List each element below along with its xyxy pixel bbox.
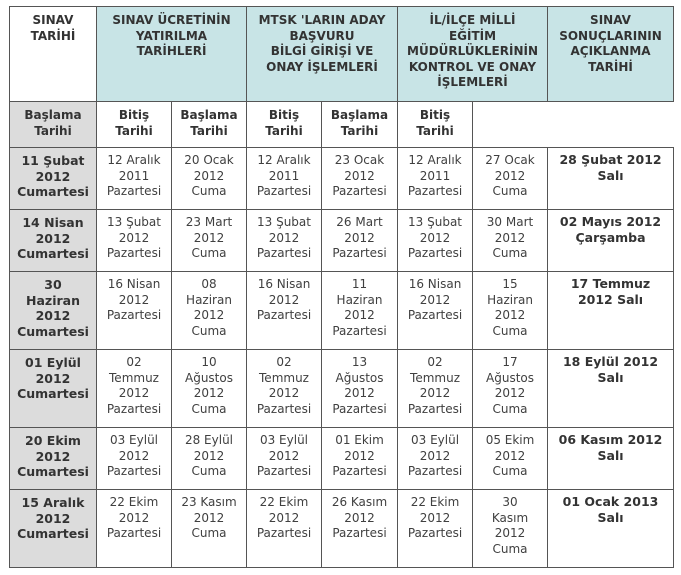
date-cell: 05 Ekim 2012 Cuma xyxy=(472,427,549,490)
date-cell: 16 Nisan 2012 Pazartesi xyxy=(96,271,172,350)
table-row: 01 Eylül 2012 Cumartesi 02 Temmuz 2012 P… xyxy=(9,349,675,428)
date-cell: 13 Şubat 2012 Pazartesi xyxy=(246,209,322,272)
date-cell: 03 Eylül 2012 Pazartesi xyxy=(96,427,172,490)
exam-date-cell: 30 Haziran 2012 Cumartesi xyxy=(9,271,97,350)
date-cell: 23 Mart 2012 Cuma xyxy=(171,209,247,272)
subheader-end: Bitiş Tarihi xyxy=(246,101,322,148)
exam-date-cell: 01 Eylül 2012 Cumartesi xyxy=(9,349,97,428)
date-cell: 28 Eylül 2012 Cuma xyxy=(171,427,247,490)
date-cell: 03 Eylül 2012 Pazartesi xyxy=(397,427,474,490)
subheader-start: Başlama Tarihi xyxy=(320,101,399,148)
table-row: 14 Nisan 2012 Cumartesi 13 Şubat 2012 Pa… xyxy=(9,209,675,272)
date-cell: 02 Temmuz 2012 Pazartesi xyxy=(397,349,474,428)
date-cell: 23 Kasım 2012 Cuma xyxy=(171,489,247,568)
header-directorate-approval: İL/İLÇE MİLLİ EĞİTİM MÜDÜRLÜKLERİNİN KON… xyxy=(397,6,549,102)
date-cell: 13 Şubat 2012 Pazartesi xyxy=(96,209,172,272)
result-date-cell: 18 Eylül 2012 Salı xyxy=(547,349,675,428)
date-cell: 30 Kasım 2012 Cuma xyxy=(472,489,549,568)
date-cell: 20 Ocak 2012 Cuma xyxy=(171,147,247,210)
exam-date-cell: 14 Nisan 2012 Cumartesi xyxy=(9,209,97,272)
table-row: 11 Şubat 2012 Cumartesi 12 Aralık 2011 P… xyxy=(9,147,675,210)
exam-date-cell: 11 Şubat 2012 Cumartesi xyxy=(9,147,97,210)
date-cell: 10 Ağustos 2012 Cuma xyxy=(171,349,247,428)
subheader-row: Başlama Tarihi Bitiş Tarihi Başlama Tari… xyxy=(9,101,674,148)
date-cell: 22 Ekim 2012 Pazartesi xyxy=(246,489,322,568)
result-date-cell: 02 Mayıs 2012 Çarşamba xyxy=(547,209,675,272)
date-cell: 01 Ekim 2012 Pazartesi xyxy=(320,427,399,490)
date-cell: 16 Nisan 2012 Pazartesi xyxy=(246,271,322,350)
exam-date-cell: 20 Ekim 2012 Cumartesi xyxy=(9,427,97,490)
date-cell: 26 Mart 2012 Pazartesi xyxy=(320,209,399,272)
date-cell: 03 Eylül 2012 Pazartesi xyxy=(246,427,322,490)
exam-schedule-table: SINAV TARİHİ SINAV ÜCRETİNİN YATIRILMA T… xyxy=(9,6,675,568)
date-cell: 26 Kasım 2012 Pazartesi xyxy=(320,489,399,568)
header-row: SINAV TARİHİ SINAV ÜCRETİNİN YATIRILMA T… xyxy=(9,6,675,102)
header-result-date: SINAV SONUÇLARININ AÇIKLANMA TARİHİ xyxy=(547,6,675,102)
date-cell: 11 Haziran 2012 Pazartesi xyxy=(320,271,399,350)
table-row: 30 Haziran 2012 Cumartesi 16 Nisan 2012 … xyxy=(9,271,675,350)
table-row: 15 Aralık 2012 Cumartesi 22 Ekim 2012 Pa… xyxy=(9,489,675,568)
date-cell: 27 Ocak 2012 Cuma xyxy=(472,147,549,210)
result-date-cell: 17 Temmuz 2012 Salı xyxy=(547,271,675,350)
date-cell: 22 Ekim 2012 Pazartesi xyxy=(96,489,172,568)
subheader-empty xyxy=(472,101,548,148)
date-cell: 12 Aralık 2011 Pazartesi xyxy=(397,147,474,210)
subheader-start: Başlama Tarihi xyxy=(171,101,247,148)
date-cell: 02 Temmuz 2012 Pazartesi xyxy=(96,349,172,428)
date-cell: 30 Mart 2012 Cuma xyxy=(472,209,549,272)
header-mtsk-application: MTSK 'LARIN ADAY BAŞVURU BİLGİ GİRİŞİ VE… xyxy=(245,6,399,102)
subheader-end: Bitiş Tarihi xyxy=(96,101,172,148)
exam-date-cell: 15 Aralık 2012 Cumartesi xyxy=(9,489,97,568)
date-cell: 08 Haziran 2012 Cuma xyxy=(171,271,247,350)
date-cell: 15 Haziran 2012 Cuma xyxy=(472,271,549,350)
date-cell: 13 Ağustos 2012 Pazartesi xyxy=(320,349,399,428)
result-date-cell: 06 Kasım 2012 Salı xyxy=(547,427,675,490)
header-fee-payment: SINAV ÜCRETİNİN YATIRILMA TARİHLERİ xyxy=(96,6,247,102)
date-cell: 23 Ocak 2012 Pazartesi xyxy=(320,147,399,210)
subheader-end: Bitiş Tarihi xyxy=(397,101,474,148)
date-cell: 02 Temmuz 2012 Pazartesi xyxy=(246,349,322,428)
date-cell: 13 Şubat 2012 Pazartesi xyxy=(397,209,474,272)
result-date-cell: 28 Şubat 2012 Salı xyxy=(547,147,675,210)
table-row: 20 Ekim 2012 Cumartesi 03 Eylül 2012 Paz… xyxy=(9,427,675,490)
subheader-start: Başlama Tarihi xyxy=(9,101,97,148)
date-cell: 12 Aralık 2011 Pazartesi xyxy=(96,147,172,210)
header-exam-date: SINAV TARİHİ xyxy=(9,6,97,102)
date-cell: 12 Aralık 2011 Pazartesi xyxy=(246,147,322,210)
date-cell: 16 Nisan 2012 Pazartesi xyxy=(397,271,474,350)
result-date-cell: 01 Ocak 2013 Salı xyxy=(547,489,675,568)
date-cell: 22 Ekim 2012 Pazartesi xyxy=(397,489,474,568)
date-cell: 17 Ağustos 2012 Cuma xyxy=(472,349,549,428)
